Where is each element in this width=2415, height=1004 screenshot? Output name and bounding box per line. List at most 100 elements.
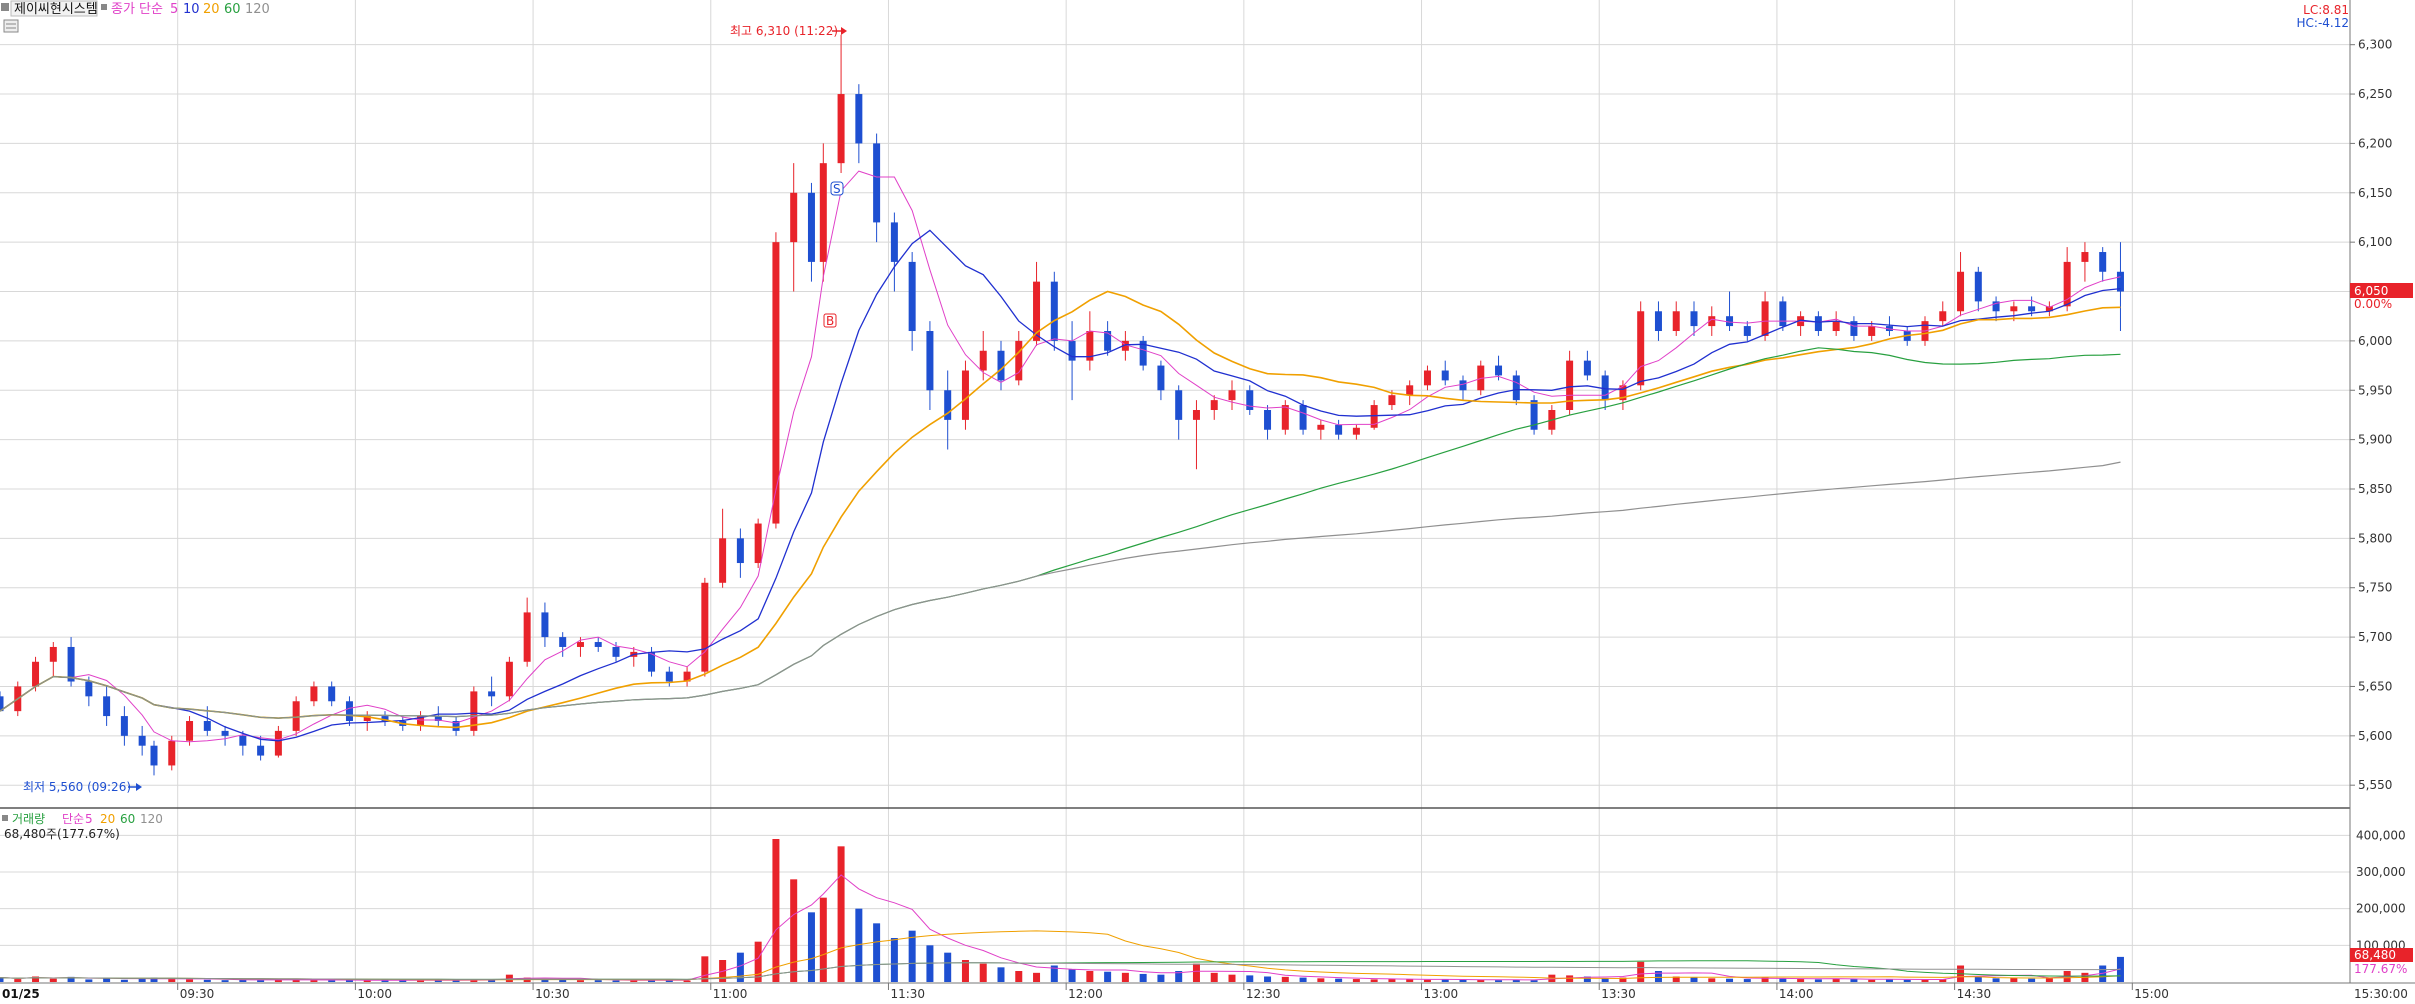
candle-body	[523, 612, 531, 662]
candle-body	[1672, 311, 1680, 332]
price-moving-averages	[0, 170, 2121, 743]
volume-bar	[1050, 965, 1058, 982]
candle-body	[772, 242, 780, 524]
candle-body	[310, 686, 318, 702]
candle-body	[1654, 311, 1662, 332]
volume-bar	[1317, 978, 1325, 982]
volume-bar	[49, 978, 57, 982]
candle-body	[103, 696, 111, 717]
stock-name: 제이씨현시스템	[14, 2, 98, 17]
time-tick-label: 15:30:00	[2354, 987, 2408, 1001]
price-tick-label: 6,200	[2358, 136, 2392, 150]
candle-body	[1050, 281, 1058, 341]
candle-body	[381, 716, 389, 722]
candle-body	[1690, 311, 1698, 327]
volume-bar	[1726, 978, 1734, 982]
volume-bar	[683, 980, 691, 982]
volume-bar	[399, 980, 407, 982]
volume-bar	[1264, 976, 1272, 982]
volume-legend-prefix: 단순	[62, 812, 84, 826]
volume-bar	[1885, 979, 1893, 982]
volume-bar	[1370, 979, 1378, 982]
sell-marker-box	[830, 181, 844, 196]
volume-bar	[559, 979, 567, 982]
volume-bar	[1175, 971, 1183, 982]
volume-bar	[1246, 975, 1254, 982]
candle-body	[1619, 385, 1627, 401]
candle-body	[150, 745, 158, 766]
volume-bar	[168, 979, 176, 982]
volume-bar	[32, 976, 40, 982]
volume-bar	[67, 976, 75, 982]
volume-bar	[630, 980, 638, 982]
volume-bar	[1637, 961, 1645, 982]
time-tick-label: 11:00	[713, 987, 748, 1001]
volume-bar	[1583, 976, 1591, 982]
candle-body	[2063, 261, 2071, 307]
time-tick-label: 15:00	[2134, 987, 2169, 1001]
time-tick-label: 12:00	[1068, 987, 1103, 1001]
candle-body	[221, 730, 229, 736]
volume-bar	[1033, 972, 1041, 982]
candle-body	[120, 716, 128, 736]
candle-body	[1726, 316, 1734, 327]
candle-body	[1566, 360, 1574, 410]
candle-body	[1743, 326, 1751, 336]
volume-bar	[292, 979, 300, 982]
volume-legend-ma20: 20	[100, 812, 115, 826]
volume-bar	[1388, 979, 1396, 982]
candle-body	[1299, 405, 1307, 430]
volume-bar	[1192, 963, 1200, 982]
volume-bar	[1210, 972, 1218, 982]
volume-bar	[274, 979, 282, 982]
legend-ma120: 120	[245, 2, 270, 17]
candle-body	[890, 222, 898, 262]
candle-body	[790, 192, 798, 243]
volume-ma5-line	[0, 874, 2121, 981]
candle-body	[1761, 301, 1769, 336]
candle-body	[1352, 427, 1360, 435]
volume-bar	[1406, 979, 1414, 982]
table-toggle-icon[interactable]	[3, 19, 19, 33]
candle-body	[1210, 400, 1218, 410]
buy-marker-icon[interactable]: B	[823, 313, 837, 328]
volume-bar	[819, 897, 827, 982]
price-legend-prefix: 종가 단순	[111, 2, 163, 17]
volume-bar	[1281, 976, 1289, 982]
volume-bar	[1015, 971, 1023, 982]
volume-bar	[1903, 979, 1911, 982]
candle-body	[1850, 321, 1858, 336]
candle-body	[417, 716, 425, 726]
candle-body	[754, 523, 762, 564]
volume-bar	[1477, 979, 1485, 982]
candle-body	[1104, 331, 1112, 351]
volume-bar	[997, 967, 1005, 982]
sell-marker-icon[interactable]: S	[830, 181, 844, 196]
candle-body	[257, 745, 265, 756]
candle-body	[594, 642, 602, 647]
stock-name-box[interactable]	[10, 0, 98, 17]
candle-body	[1957, 271, 1965, 312]
volume-bar	[772, 839, 780, 982]
volume-bar	[1939, 979, 1947, 982]
volume-bar	[1121, 972, 1129, 982]
time-tick-label: 14:30	[1957, 987, 1992, 1001]
candle-body	[49, 646, 57, 662]
volume-bar	[1779, 978, 1787, 982]
sell-marker-label: S	[833, 182, 841, 196]
volume-bar	[257, 980, 265, 982]
volume-bar	[541, 979, 549, 982]
price-grid	[0, 0, 2350, 983]
current-price-value: 6,050	[2354, 284, 2388, 298]
price-axis: 6,300 6,250 6,200 6,150 6,100 6,050 6,000 5,950…	[2350, 38, 2392, 792]
price-tick-label: 6,100	[2358, 235, 2392, 249]
hc-readout: HC:-4.12	[2297, 16, 2350, 30]
legend-ma60: 60	[224, 2, 241, 17]
low-annotation: 최저 5,560 (09:26)	[23, 780, 131, 794]
date-label: 01/25	[2, 987, 40, 1001]
candle-body	[1868, 326, 1876, 336]
volume-bar	[381, 979, 389, 982]
candle-body	[1335, 424, 1343, 435]
volume-bar	[2010, 977, 2018, 982]
volume-bar	[1068, 969, 1076, 982]
